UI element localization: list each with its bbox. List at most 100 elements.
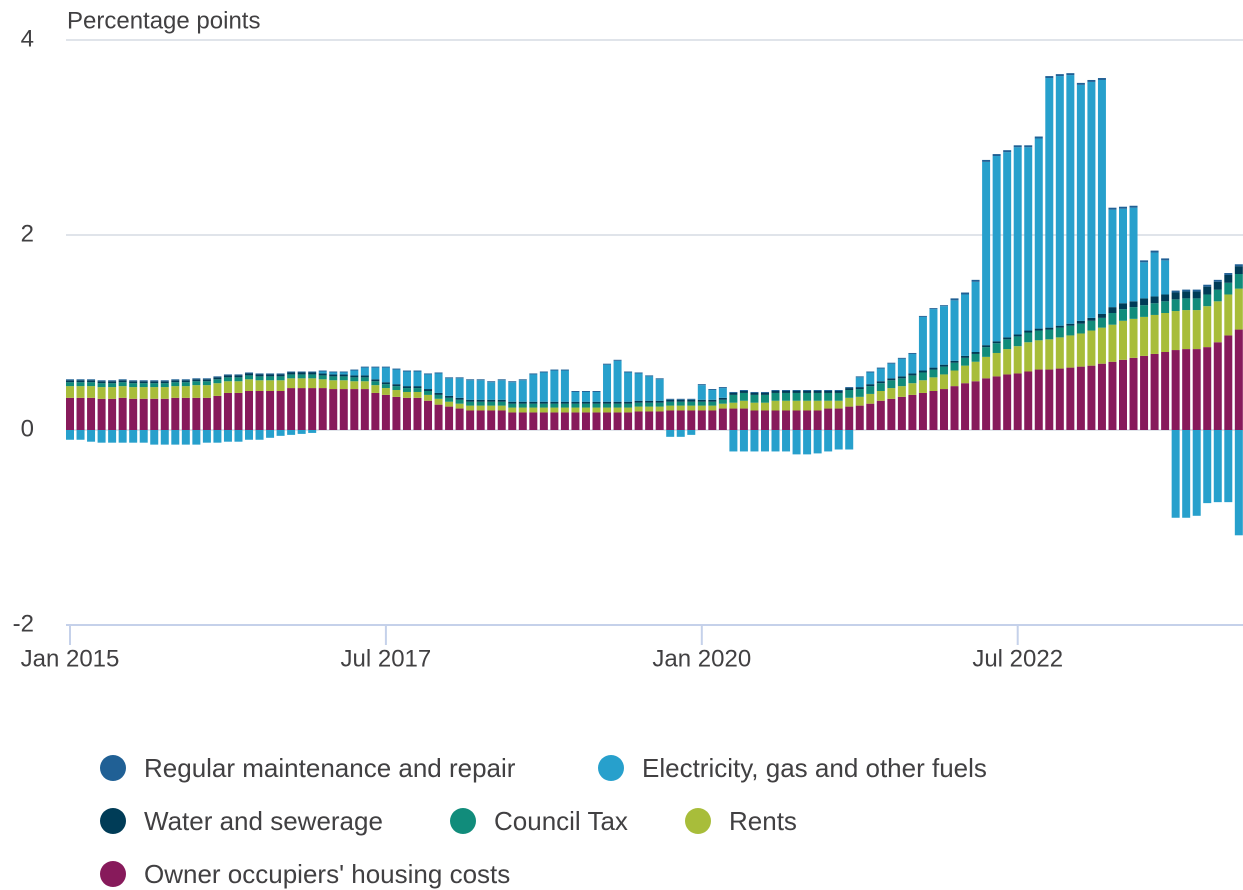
bar-segment bbox=[655, 378, 664, 380]
bar-segment bbox=[992, 376, 1001, 430]
bar-segment bbox=[339, 372, 348, 375]
bar-segment bbox=[866, 393, 875, 404]
bar-segment bbox=[571, 391, 580, 402]
bar-segment bbox=[1055, 327, 1064, 338]
bar-segment bbox=[845, 390, 854, 398]
bar-segment bbox=[1045, 76, 1054, 79]
bar-segment bbox=[1076, 320, 1085, 324]
bar-segment bbox=[760, 402, 769, 411]
bar-segment bbox=[87, 379, 96, 381]
bar-segment bbox=[687, 430, 696, 435]
bar-segment bbox=[392, 390, 401, 397]
bar-segment bbox=[697, 405, 706, 411]
bar-segment bbox=[139, 398, 148, 430]
bar-segment bbox=[634, 411, 643, 430]
bar-segment bbox=[181, 380, 190, 383]
bar-segment bbox=[160, 383, 169, 388]
bar-segment bbox=[1140, 298, 1149, 306]
bar-segment bbox=[866, 403, 875, 430]
bar-segment bbox=[97, 383, 106, 388]
bar-segment bbox=[697, 410, 706, 430]
bar-segment bbox=[402, 370, 411, 372]
bar-segment bbox=[245, 391, 254, 430]
bar-segment bbox=[360, 375, 369, 378]
bar-segment bbox=[982, 159, 991, 162]
bar-segment bbox=[1192, 349, 1201, 430]
bar-segment bbox=[308, 374, 317, 379]
bar-segment bbox=[581, 403, 590, 408]
bar-segment bbox=[297, 430, 306, 434]
bar-segment bbox=[234, 392, 243, 430]
bar-segment bbox=[771, 400, 780, 411]
bar-segment bbox=[266, 374, 275, 377]
bar-segment bbox=[381, 367, 390, 383]
bar-segment bbox=[855, 377, 864, 388]
bar-segment bbox=[792, 392, 801, 401]
legend-label: Regular maintenance and repair bbox=[144, 753, 516, 783]
bar-segment bbox=[687, 399, 696, 402]
bar-segment bbox=[223, 392, 232, 430]
bar-segment bbox=[181, 397, 190, 430]
bar-segment bbox=[908, 353, 917, 374]
bar-segment bbox=[750, 410, 759, 430]
bar-segment bbox=[687, 398, 696, 400]
bar-segment bbox=[529, 412, 538, 430]
bar-segment bbox=[624, 407, 633, 413]
bar-segment bbox=[634, 372, 643, 374]
bar-segment bbox=[1203, 284, 1212, 287]
bar-segment bbox=[139, 430, 148, 443]
bar-segment bbox=[213, 377, 222, 380]
bar-segment bbox=[1224, 335, 1233, 430]
bar-segment bbox=[234, 375, 243, 378]
bar-segment bbox=[929, 308, 938, 310]
bar-segment bbox=[97, 380, 106, 382]
bar-segment bbox=[87, 382, 96, 387]
bar-segment bbox=[402, 386, 411, 389]
bar-segment bbox=[666, 398, 675, 400]
bar-segment bbox=[202, 381, 211, 386]
bar-segment bbox=[992, 343, 1001, 353]
bar-segment bbox=[1234, 288, 1243, 330]
bar-segment bbox=[729, 392, 738, 395]
bar-segment bbox=[150, 380, 159, 382]
bar-segment bbox=[592, 391, 601, 392]
bar-segment bbox=[497, 410, 506, 430]
bar-segment bbox=[66, 397, 74, 430]
bar-segment bbox=[1213, 281, 1222, 290]
bar-segment bbox=[434, 398, 443, 405]
bar-segment bbox=[424, 374, 433, 390]
bar-segment bbox=[1097, 313, 1106, 318]
bar-segment bbox=[1140, 305, 1149, 317]
bar-segment bbox=[76, 430, 85, 440]
bar-segment bbox=[550, 370, 559, 402]
bar-segment bbox=[1161, 352, 1170, 430]
bar-segment bbox=[687, 410, 696, 430]
bar-segment bbox=[129, 430, 138, 443]
bar-segment bbox=[360, 381, 369, 390]
bar-segment bbox=[1182, 291, 1191, 299]
bar-segment bbox=[308, 388, 317, 430]
bar-segment bbox=[792, 391, 801, 393]
bar-segment bbox=[950, 298, 959, 301]
bar-segment bbox=[624, 371, 633, 373]
bar-segment bbox=[413, 397, 422, 430]
bar-segment bbox=[192, 385, 201, 398]
bar-segment bbox=[245, 379, 254, 391]
bar-segment bbox=[729, 394, 738, 403]
bar-segment bbox=[339, 389, 348, 430]
bar-segment bbox=[181, 379, 190, 381]
bar-segment bbox=[255, 391, 264, 430]
bar-segment bbox=[529, 407, 538, 413]
bar-segment bbox=[276, 430, 285, 436]
bar-segment bbox=[961, 355, 970, 358]
bar-segment bbox=[803, 391, 812, 393]
bar-segment bbox=[371, 379, 380, 382]
bar-segment bbox=[550, 401, 559, 404]
bar-segment bbox=[213, 376, 222, 378]
bar-segment bbox=[223, 430, 232, 442]
bar-segment bbox=[466, 405, 475, 411]
bar-segment bbox=[866, 372, 875, 385]
bar-segment bbox=[308, 372, 317, 375]
bar-segment bbox=[497, 380, 506, 400]
bar-segment bbox=[718, 397, 727, 400]
